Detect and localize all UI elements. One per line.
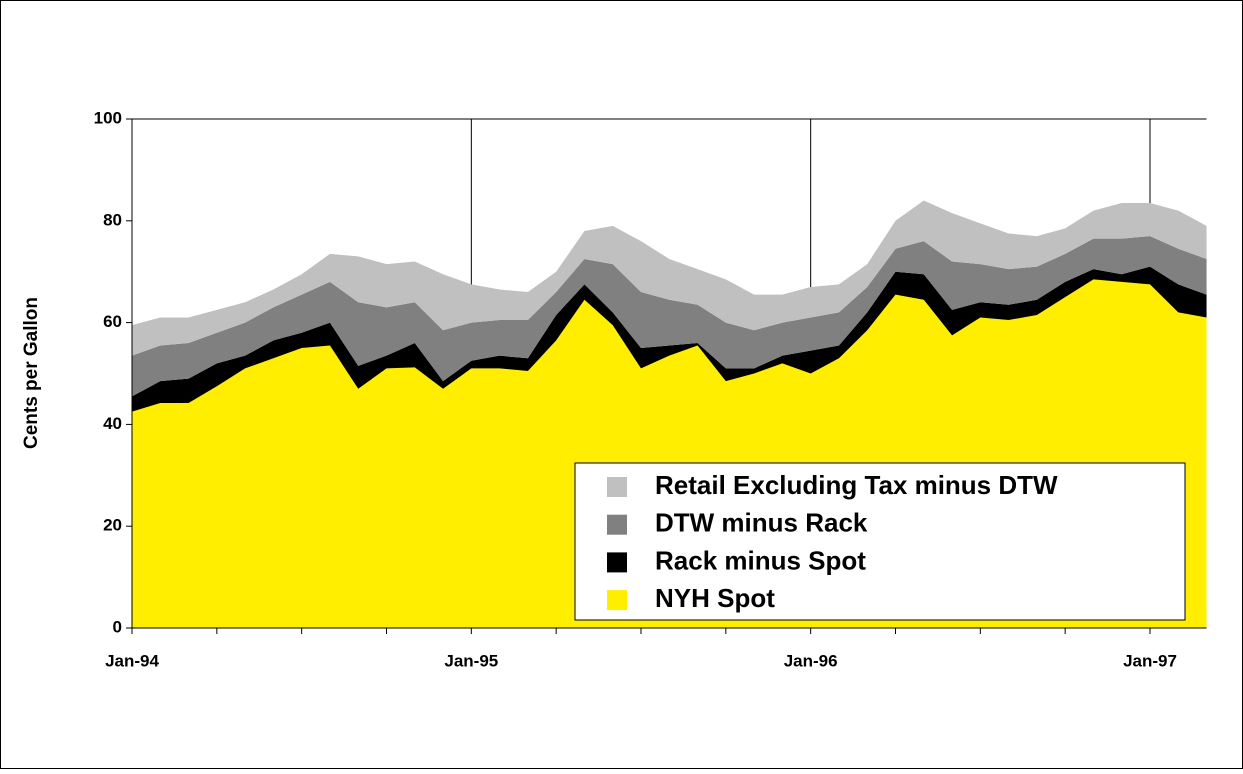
y-tick-label: 20: [103, 516, 122, 535]
x-tick-label: Jan-95: [444, 651, 498, 670]
area: [132, 236, 1207, 397]
area: [132, 266, 1207, 412]
y-tick-label: 80: [103, 210, 122, 229]
legend-swatch: [607, 590, 627, 611]
legend-label: NYH Spot: [655, 583, 775, 613]
legend: Retail Excluding Tax minus DTW DTW minus …: [574, 462, 1186, 621]
legend-box: [574, 462, 1186, 621]
x-tick-label: Jan-94: [105, 651, 159, 670]
area: [132, 200, 1207, 356]
legend-label: Rack minus Spot: [655, 545, 866, 575]
y-axis-label: Cents per Gallon: [21, 297, 42, 449]
y-tick-label: 0: [113, 617, 122, 636]
y-tick-label: 100: [94, 108, 122, 127]
y-tick-label: 60: [103, 312, 122, 331]
legend-swatch: [607, 552, 627, 573]
y-tick-label: 40: [103, 414, 122, 433]
legend-swatch: [607, 514, 627, 535]
legend-swatch: [607, 477, 627, 497]
legend-label: DTW minus Rack: [655, 508, 868, 538]
x-tick-label: Jan-97: [1123, 651, 1177, 670]
legend-label: Retail Excluding Tax minus DTW: [655, 470, 1058, 500]
x-tick-label: Jan-96: [784, 651, 838, 670]
